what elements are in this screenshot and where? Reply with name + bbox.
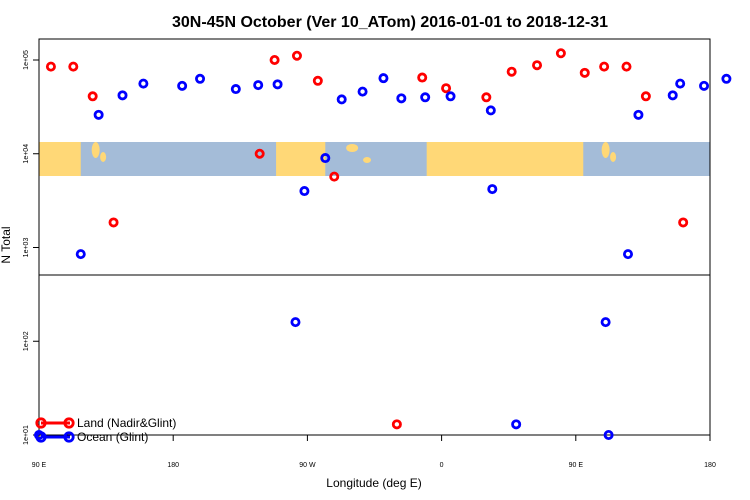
ocean-point bbox=[34, 429, 45, 440]
ocean-point bbox=[230, 84, 241, 95]
map-land-0 bbox=[39, 142, 81, 176]
chart-title: 30N-45N October (Ver 10_ATom) 2016-01-01… bbox=[172, 14, 608, 31]
ocean-point bbox=[299, 186, 310, 197]
x-tick-label: 0 bbox=[440, 462, 444, 469]
land-point bbox=[87, 91, 98, 102]
ocean-point bbox=[721, 73, 732, 84]
y-axis: 1e+01 1e+02 1e+03 1e+04 1e+05 bbox=[23, 50, 39, 445]
y-tick-label: 1e+01 bbox=[23, 425, 30, 445]
land-point bbox=[481, 92, 492, 103]
legend-marker-ocean-right bbox=[63, 431, 75, 443]
plot-frame bbox=[38, 38, 711, 436]
legend: Land (Nadir&Glint) Ocean (Glint) bbox=[35, 416, 176, 444]
legend-marker-land-right bbox=[63, 417, 75, 429]
land-point bbox=[640, 91, 651, 102]
ocean-point bbox=[117, 90, 128, 101]
ocean-point bbox=[75, 249, 86, 260]
ocean-point bbox=[396, 93, 407, 104]
map-island-1 bbox=[100, 152, 107, 162]
map-island-2 bbox=[346, 144, 359, 152]
map-ocean bbox=[39, 142, 710, 176]
land-point bbox=[291, 50, 302, 61]
ocean-point bbox=[699, 80, 710, 91]
legend-label-land: Land (Nadir&Glint) bbox=[77, 416, 176, 430]
ocean-point bbox=[195, 73, 206, 84]
ocean-point bbox=[138, 78, 149, 89]
world-map-band bbox=[39, 142, 710, 176]
ocean-point bbox=[600, 317, 611, 328]
y-tick-label: 1e+02 bbox=[23, 331, 30, 351]
ocean-point bbox=[487, 184, 498, 195]
land-point bbox=[391, 419, 402, 430]
ocean-point bbox=[603, 429, 614, 440]
ocean-point bbox=[667, 90, 678, 101]
land-point bbox=[329, 171, 340, 182]
land-point bbox=[532, 60, 543, 71]
y-tick-label: 1e+05 bbox=[23, 50, 30, 70]
legend-marker-land-left bbox=[35, 417, 47, 429]
x-tick-label: 90 W bbox=[299, 462, 316, 469]
land-point bbox=[599, 61, 610, 72]
x-tick-label: 180 bbox=[704, 462, 716, 469]
map-island-5 bbox=[610, 152, 617, 162]
ocean-point bbox=[633, 109, 644, 120]
ocean-point bbox=[320, 153, 331, 164]
land-point bbox=[68, 61, 79, 72]
legend-marker-ocean-left bbox=[35, 431, 47, 443]
land-point bbox=[621, 61, 632, 72]
map-island-3 bbox=[363, 157, 372, 163]
ocean-point bbox=[378, 73, 389, 84]
legend-label-ocean: Ocean (Glint) bbox=[77, 430, 148, 444]
land-point bbox=[441, 83, 452, 94]
land-point bbox=[45, 61, 56, 72]
land-point bbox=[555, 48, 566, 59]
ocean-point bbox=[511, 419, 522, 430]
map-land-1 bbox=[276, 142, 326, 176]
x-tick-label: 90 E bbox=[32, 462, 47, 469]
x-axis: 90 E 180 90 W 0 90 E 180 bbox=[32, 435, 716, 469]
y-axis-label: N Total bbox=[0, 226, 13, 263]
ocean-point bbox=[177, 80, 188, 91]
land-point bbox=[678, 217, 689, 228]
ocean-point bbox=[675, 78, 686, 89]
y-tick-label: 1e+03 bbox=[23, 238, 30, 258]
x-tick-label: 90 E bbox=[569, 462, 584, 469]
ocean-point bbox=[290, 317, 301, 328]
ocean-point bbox=[420, 92, 431, 103]
map-land-2 bbox=[426, 142, 584, 176]
land-point bbox=[269, 55, 280, 66]
map-island-4 bbox=[601, 142, 610, 158]
data-points bbox=[34, 48, 732, 440]
ocean-point bbox=[445, 91, 456, 102]
land-point bbox=[108, 217, 119, 228]
land-point bbox=[254, 148, 265, 159]
ocean-point bbox=[253, 80, 264, 91]
ocean-point bbox=[93, 109, 104, 120]
x-tick-label: 180 bbox=[167, 462, 179, 469]
y-tick-label: 1e+04 bbox=[23, 144, 30, 164]
map-island-6 bbox=[463, 149, 480, 155]
land-point bbox=[312, 75, 323, 86]
ocean-point bbox=[622, 249, 633, 260]
land-point bbox=[579, 67, 590, 78]
ocean-point bbox=[336, 94, 347, 105]
land-point bbox=[506, 66, 517, 77]
ocean-point bbox=[357, 86, 368, 97]
ocean-point bbox=[272, 79, 283, 90]
map-island-0 bbox=[91, 142, 100, 158]
ocean-point bbox=[485, 105, 496, 116]
land-point bbox=[417, 72, 428, 83]
x-axis-label: Longitude (deg E) bbox=[326, 476, 421, 490]
